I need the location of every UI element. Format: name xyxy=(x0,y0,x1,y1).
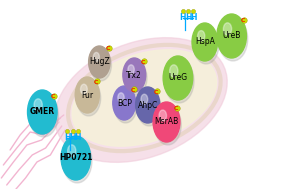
Circle shape xyxy=(128,65,134,74)
Circle shape xyxy=(198,31,205,41)
Text: GMER: GMER xyxy=(30,108,55,116)
Circle shape xyxy=(192,23,217,61)
Circle shape xyxy=(81,84,87,94)
Circle shape xyxy=(163,56,193,100)
Circle shape xyxy=(62,139,92,183)
Text: HspA: HspA xyxy=(195,37,215,46)
Text: UreB: UreB xyxy=(222,32,241,40)
Circle shape xyxy=(29,93,58,137)
Circle shape xyxy=(90,49,111,81)
Text: H: H xyxy=(69,133,76,143)
Text: UreG: UreG xyxy=(168,74,188,83)
Circle shape xyxy=(137,90,161,126)
Circle shape xyxy=(155,105,181,145)
Text: C: C xyxy=(140,60,145,64)
Text: C: C xyxy=(93,80,98,84)
Ellipse shape xyxy=(72,50,217,146)
Text: C: C xyxy=(174,106,179,112)
Circle shape xyxy=(217,14,246,58)
Text: C: C xyxy=(105,46,110,51)
Circle shape xyxy=(34,99,42,111)
Circle shape xyxy=(114,89,137,123)
Text: H: H xyxy=(185,13,191,22)
Circle shape xyxy=(113,86,136,120)
Circle shape xyxy=(68,145,76,157)
Circle shape xyxy=(123,58,146,92)
Text: C: C xyxy=(130,88,135,92)
Circle shape xyxy=(193,26,219,64)
Circle shape xyxy=(141,94,148,104)
Text: C: C xyxy=(240,19,245,23)
Circle shape xyxy=(136,87,160,123)
Text: HugZ: HugZ xyxy=(89,57,110,67)
Circle shape xyxy=(164,59,194,103)
Text: C: C xyxy=(154,90,158,94)
Text: HP0721: HP0721 xyxy=(59,153,92,163)
Text: Trx2: Trx2 xyxy=(126,70,142,80)
Circle shape xyxy=(28,90,57,134)
Text: H: H xyxy=(190,13,197,22)
Circle shape xyxy=(89,46,110,78)
Circle shape xyxy=(93,52,99,61)
Circle shape xyxy=(61,136,91,180)
Circle shape xyxy=(170,65,178,77)
Circle shape xyxy=(223,23,232,35)
Text: H: H xyxy=(179,13,186,22)
Text: Fur: Fur xyxy=(81,91,93,99)
Circle shape xyxy=(118,93,124,102)
Ellipse shape xyxy=(55,38,227,162)
Circle shape xyxy=(218,17,248,61)
Text: C: C xyxy=(51,94,56,99)
Text: BCP: BCP xyxy=(117,98,132,108)
Text: MsrAB: MsrAB xyxy=(154,118,179,126)
Circle shape xyxy=(76,80,101,116)
Circle shape xyxy=(124,61,147,95)
Text: AhpC: AhpC xyxy=(138,101,158,109)
Circle shape xyxy=(159,110,166,121)
Text: H: H xyxy=(75,133,81,143)
Circle shape xyxy=(153,102,180,142)
Circle shape xyxy=(75,77,99,113)
Text: H: H xyxy=(64,133,70,143)
